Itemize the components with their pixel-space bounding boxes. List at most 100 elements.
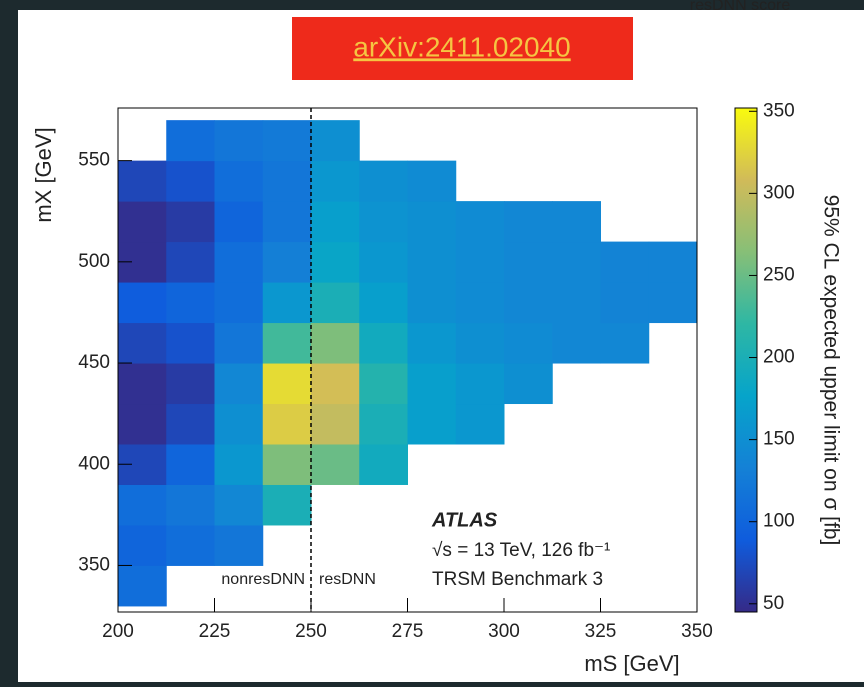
heatmap-cell	[359, 160, 408, 202]
heatmap-cell	[262, 120, 312, 162]
y-tick-label: 350	[78, 554, 110, 575]
heatmap-cell	[166, 241, 215, 283]
heatmap-cell	[214, 444, 264, 485]
energy-label: √s = 13 TeV, 126 fb⁻¹	[432, 540, 610, 561]
y-tick-label: 450	[78, 352, 110, 373]
heatmap-cell	[311, 282, 360, 324]
heatmap-cell	[552, 241, 601, 283]
heatmap-cell	[311, 160, 360, 202]
heatmap-cell	[214, 363, 264, 405]
cropped-caption: resDNN score	[690, 0, 791, 14]
heatmap-cell	[262, 484, 312, 526]
heatmap-cell	[262, 241, 312, 283]
x-tick-label: 325	[585, 621, 617, 642]
colorbar	[734, 107, 758, 613]
heatmap-cell	[214, 120, 264, 162]
heatmap-cell	[166, 444, 215, 485]
heatmap-cell	[262, 403, 312, 445]
region-label: resDNN	[319, 571, 376, 588]
heatmap-cell	[311, 241, 360, 283]
heatmap-cell	[600, 241, 650, 283]
heatmap-cell	[118, 201, 167, 243]
heatmap-cell	[118, 403, 167, 445]
heatmap-cell	[214, 322, 264, 364]
banner-link[interactable]: arXiv:2411.02040	[353, 31, 570, 62]
heatmap-cell	[648, 282, 698, 324]
heatmap-cell	[600, 322, 650, 364]
heatmap-cell	[166, 282, 215, 324]
heatmap-cell	[166, 322, 215, 364]
heatmap-cell	[359, 403, 408, 445]
heatmap-cell	[262, 160, 312, 202]
heatmap-cell	[166, 201, 215, 243]
colorbar-tick-label: 150	[763, 429, 795, 450]
heatmap-cell	[118, 282, 167, 324]
heatmap-cell	[407, 201, 457, 243]
colorbar-label: 95% CL expected upper limit on σ [fb]	[819, 195, 842, 546]
heatmap-cell	[359, 241, 408, 283]
experiment-label: ATLAS	[431, 509, 498, 531]
y-tick-label: 550	[78, 150, 110, 171]
heatmap-cell	[214, 160, 264, 202]
x-tick-label: 275	[392, 621, 424, 642]
colorbar-tick-label: 200	[763, 347, 795, 368]
benchmark-label: TRSM Benchmark 3	[432, 569, 603, 590]
heatmap-cell	[648, 241, 698, 283]
heatmap-cell	[455, 322, 505, 364]
colorbar-tick-label: 300	[763, 182, 795, 203]
heatmap-cell	[311, 403, 360, 445]
heatmap-cell	[455, 363, 505, 405]
heatmap-cell	[214, 241, 264, 283]
heatmap-cell	[504, 241, 553, 283]
heatmap-cell	[166, 524, 215, 566]
x-tick-label: 225	[199, 621, 231, 642]
heatmap-cell	[407, 241, 457, 283]
heatmap-cell	[552, 322, 601, 364]
x-tick-label: 300	[488, 621, 520, 642]
heatmap-cell	[600, 282, 650, 324]
heatmap-cell	[118, 363, 167, 405]
heatmap-cell	[214, 201, 264, 243]
heatmap-cell	[166, 120, 215, 162]
heatmap-cell	[118, 565, 167, 607]
heatmap-cell	[407, 363, 457, 405]
heatmap-cell	[214, 484, 264, 526]
heatmap-cell	[455, 403, 505, 445]
heatmap-cell	[262, 363, 312, 405]
heatmap-cell	[166, 403, 215, 445]
y-tick-label: 500	[78, 251, 110, 272]
heatmap-cell	[359, 322, 408, 364]
heatmap-cell	[504, 322, 553, 364]
heatmap-cell	[214, 403, 264, 445]
heatmap-cell	[455, 282, 505, 324]
heatmap-cell	[455, 241, 505, 283]
heatmap-cell	[262, 444, 312, 485]
heatmap-cell	[262, 282, 312, 324]
x-tick-label: 200	[102, 621, 134, 642]
heatmap-cell	[262, 322, 312, 364]
heatmap-cell	[504, 282, 553, 324]
heatmap-cell	[166, 363, 215, 405]
heatmap-cell	[407, 403, 457, 445]
heatmap-cell	[311, 201, 360, 243]
heatmap-cell	[166, 484, 215, 526]
y-tick-label: 400	[78, 453, 110, 474]
region-label: nonresDNN	[221, 571, 305, 588]
heatmap-cell	[311, 363, 360, 405]
heatmap-cell	[407, 160, 457, 202]
heatmap-cell	[118, 160, 167, 202]
heatmap-cell	[359, 363, 408, 405]
heatmap-cell	[455, 201, 505, 243]
heatmap-cell	[311, 444, 360, 485]
heatmap-cell	[118, 524, 167, 566]
heatmap-cell	[166, 160, 215, 202]
heatmap-cell	[359, 201, 408, 243]
heatmap-cell	[504, 363, 553, 405]
x-tick-label: 350	[681, 621, 713, 642]
banner	[292, 17, 633, 80]
heatmap-cell	[407, 322, 457, 364]
heatmap-cell	[311, 120, 360, 162]
x-axis-label: mS [GeV]	[584, 651, 679, 676]
